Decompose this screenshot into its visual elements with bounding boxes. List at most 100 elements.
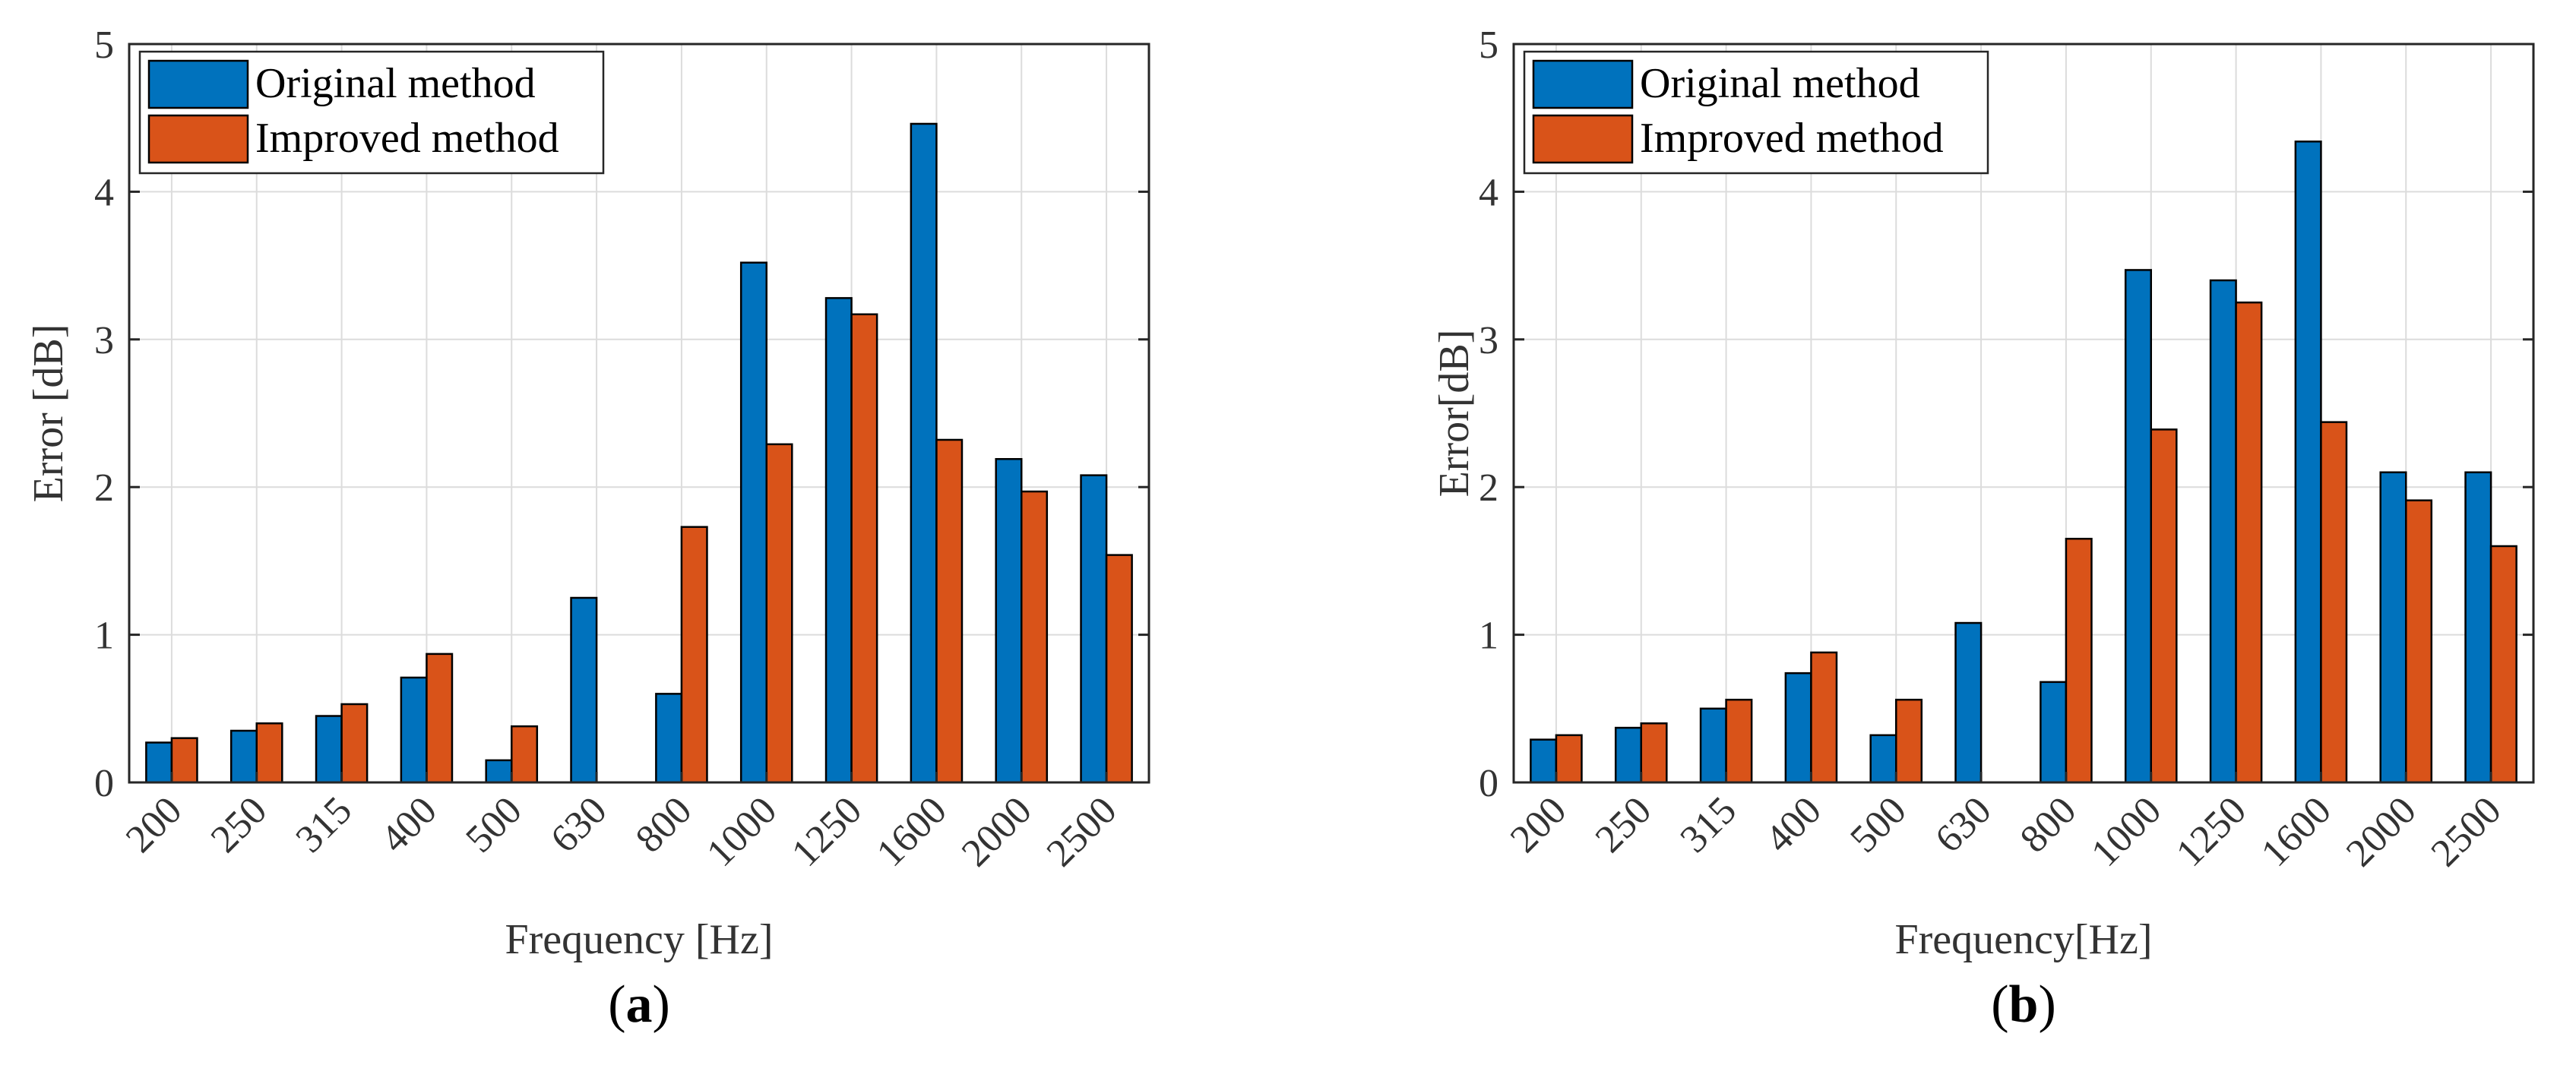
x-tick-label: 315	[1673, 788, 1745, 861]
x-tick-label: 250	[1587, 788, 1660, 861]
bar-original-800	[655, 693, 683, 784]
x-tick-label: 2000	[2338, 788, 2425, 875]
legend: Original method Improved method	[1523, 50, 1989, 175]
bar-original-315	[315, 715, 343, 784]
y-tick-label: 3	[1479, 319, 1498, 362]
y-tick-label: 2	[1479, 466, 1498, 510]
bar-original-400	[400, 676, 428, 784]
legend-label-original: Original method	[255, 60, 536, 107]
legend-label-improved: Improved method	[255, 115, 559, 162]
x-tick-label: 2000	[954, 788, 1040, 875]
bar-original-1000	[2124, 269, 2152, 784]
bar-improved-2000	[1021, 490, 1049, 784]
bar-improved-2000	[2405, 499, 2433, 784]
x-tick-label: 800	[628, 788, 700, 861]
y-tick-label: 4	[94, 171, 114, 214]
bar-improved-315	[340, 703, 369, 784]
y-tick-label: 1	[94, 615, 114, 658]
bar-original-1250	[2209, 279, 2237, 784]
bar-original-2000	[995, 458, 1023, 784]
bar-improved-250	[255, 722, 283, 784]
bar-improved-400	[426, 653, 454, 784]
bar-original-1000	[739, 261, 768, 784]
x-tick-label: 630	[1927, 788, 1999, 861]
bar-improved-800	[680, 526, 708, 784]
bar-improved-1000	[765, 443, 793, 784]
y-axis-label: Error [dB]	[25, 324, 72, 503]
x-tick-label: 400	[372, 788, 445, 861]
x-tick-label: 630	[543, 788, 615, 861]
bar-original-2500	[1080, 474, 1108, 784]
bar-original-250	[1614, 726, 1642, 784]
bar-improved-500	[511, 725, 539, 784]
panel-label: (a)	[608, 975, 670, 1034]
bar-original-200	[145, 741, 173, 784]
bar-improved-200	[1555, 734, 1583, 784]
bar-original-2000	[2379, 471, 2407, 784]
x-tick-label: 200	[118, 788, 190, 861]
bar-original-1600	[2294, 141, 2322, 784]
legend-swatch-original	[147, 59, 249, 109]
bar-original-500	[1869, 734, 1897, 784]
bar-improved-1600	[2320, 421, 2348, 784]
x-tick-label: 1000	[2083, 788, 2169, 875]
y-tick-label: 3	[94, 319, 114, 362]
y-tick-label: 4	[1479, 171, 1498, 214]
axes-box	[1512, 43, 2535, 784]
x-tick-label: 500	[1842, 788, 1914, 861]
y-tick-label: 0	[94, 762, 114, 805]
x-tick-label: 1600	[2253, 788, 2340, 875]
x-tick-label: 1250	[2168, 788, 2255, 875]
bar-improved-800	[2065, 537, 2093, 784]
legend-label-original: Original method	[1640, 60, 1920, 107]
x-tick-label: 200	[1502, 788, 1574, 861]
x-tick-label: 2500	[2423, 788, 2510, 875]
bar-improved-1000	[2150, 428, 2178, 784]
x-tick-label: 250	[203, 788, 275, 861]
x-tick-label: 2500	[1039, 788, 1125, 875]
bar-improved-250	[1640, 722, 1668, 784]
bar-original-315	[1699, 707, 1727, 784]
bar-original-500	[485, 759, 513, 784]
bar-improved-2500	[2489, 545, 2517, 784]
bar-original-200	[1530, 738, 1558, 784]
x-tick-label: 800	[2012, 788, 2084, 861]
bar-original-630	[1954, 621, 1983, 784]
y-tick-label: 5	[1479, 24, 1498, 67]
bar-original-630	[570, 596, 598, 784]
legend-swatch-original	[1532, 59, 1634, 109]
bar-original-1600	[910, 122, 938, 784]
y-tick-label: 0	[1479, 762, 1498, 805]
x-tick-label: 400	[1757, 788, 1829, 861]
legend-swatch-improved	[147, 114, 249, 164]
panel-label: (b)	[1991, 975, 2056, 1034]
bar-improved-200	[170, 737, 198, 784]
y-tick-label: 2	[94, 466, 114, 510]
bar-improved-1600	[935, 438, 964, 784]
bar-improved-315	[1725, 698, 1753, 784]
bar-improved-2500	[1105, 554, 1133, 784]
legend-label-improved: Improved method	[1640, 115, 1944, 162]
x-tick-label: 1600	[869, 788, 955, 875]
bar-improved-1250	[2235, 301, 2263, 784]
y-tick-label: 1	[1479, 615, 1498, 658]
x-tick-label: 1000	[698, 788, 785, 875]
bar-original-250	[229, 729, 258, 784]
bar-original-800	[2040, 681, 2068, 784]
bar-improved-500	[1895, 698, 1923, 784]
x-tick-label: 1250	[783, 788, 870, 875]
legend: Original method Improved method	[138, 50, 605, 175]
bar-improved-400	[1810, 651, 1838, 784]
x-tick-label: 315	[288, 788, 360, 861]
y-tick-label: 5	[94, 24, 114, 67]
legend-swatch-improved	[1532, 114, 1634, 164]
x-axis-label: Frequency[Hz]	[1895, 916, 2153, 963]
bar-original-400	[1784, 672, 1812, 784]
axes-box	[128, 43, 1150, 784]
y-axis-label: Error[dB]	[1431, 330, 1478, 498]
bar-original-1250	[824, 297, 853, 784]
x-tick-label: 500	[457, 788, 530, 861]
